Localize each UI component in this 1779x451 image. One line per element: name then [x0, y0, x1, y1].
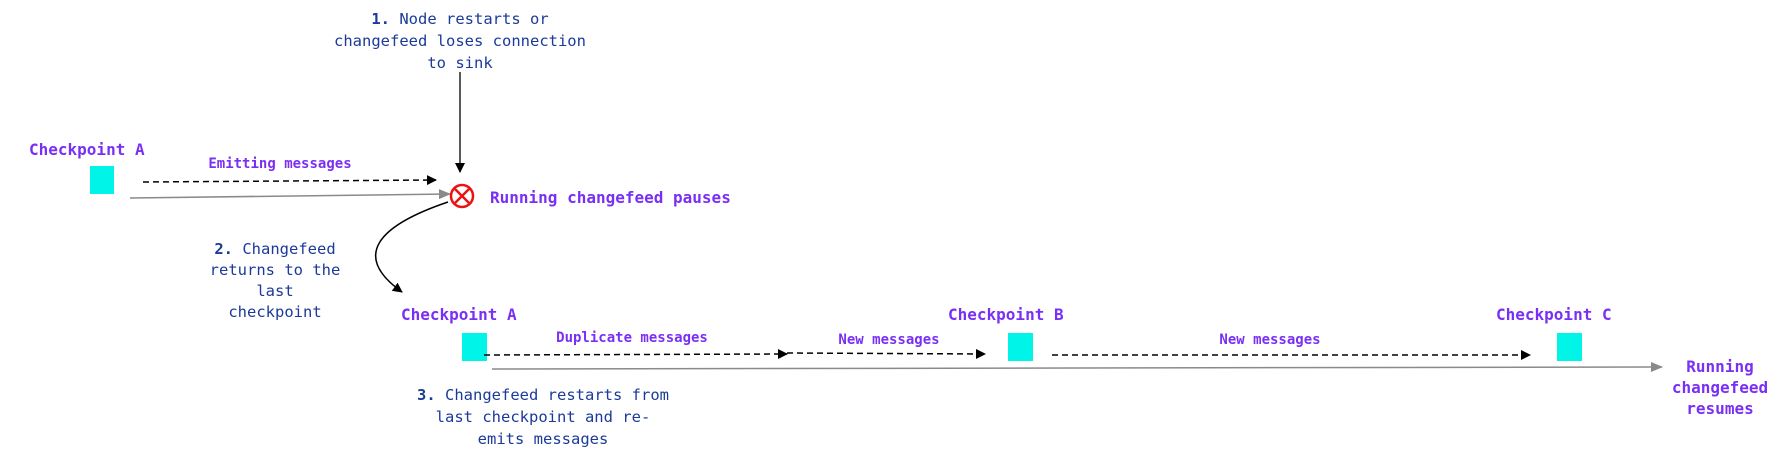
checkpoint-a-marker: [462, 333, 487, 361]
checkpoint-b-label: Checkpoint B: [948, 305, 1064, 324]
step3-number: 3.: [417, 386, 436, 404]
step1-line2: changefeed loses connection: [334, 32, 586, 50]
checkpoint-c-label: Checkpoint C: [1496, 305, 1612, 324]
duplicate-arrow: [483, 349, 788, 360]
step2-text: Changefeed: [242, 240, 335, 258]
step3-line3: emits messages: [478, 430, 609, 448]
step1-line1: 1. Node restarts or: [371, 10, 548, 28]
step2-line2: returns to the: [210, 261, 341, 279]
checkpoint-a-label: Checkpoint A: [401, 305, 517, 324]
timeline-top: [129, 189, 451, 200]
step2-line3: last: [256, 282, 293, 300]
step2-line1: 2. Changefeed: [214, 240, 335, 258]
step1-number: 1.: [371, 10, 390, 28]
new-messages-label-2: New messages: [1219, 332, 1320, 348]
step3-text: Changefeed restarts from: [445, 386, 669, 404]
timeline-bottom: [491, 362, 1663, 373]
new-messages-arrow-1: [786, 348, 986, 359]
duplicate-messages-label: Duplicate messages: [556, 330, 708, 346]
x-circle-icon: [449, 183, 475, 209]
step3-line2: last checkpoint and re-: [436, 408, 651, 426]
resumes-line2: changefeed: [1672, 378, 1768, 397]
emitting-messages-label: Emitting messages: [208, 156, 351, 172]
step2-line4: checkpoint: [228, 303, 321, 321]
running-changefeed-pauses-label: Running changefeed pauses: [490, 188, 731, 207]
step3-line1: 3. Changefeed restarts from: [417, 386, 669, 404]
resumes-line1: Running: [1686, 357, 1753, 376]
checkpoint-a-top-marker: [90, 166, 114, 194]
resumes-line3: resumes: [1686, 399, 1753, 418]
step1-line3: to sink: [427, 54, 493, 72]
emitting-arrow: [142, 175, 437, 186]
step2-number: 2.: [214, 240, 233, 258]
return-arrow: [374, 201, 449, 293]
checkpoint-a-top-label: Checkpoint A: [29, 140, 145, 159]
step1-text: Node restarts or: [399, 10, 548, 28]
checkpoint-b-marker: [1008, 333, 1033, 361]
new-messages-label-1: New messages: [838, 332, 939, 348]
checkpoint-c-marker: [1557, 333, 1582, 361]
